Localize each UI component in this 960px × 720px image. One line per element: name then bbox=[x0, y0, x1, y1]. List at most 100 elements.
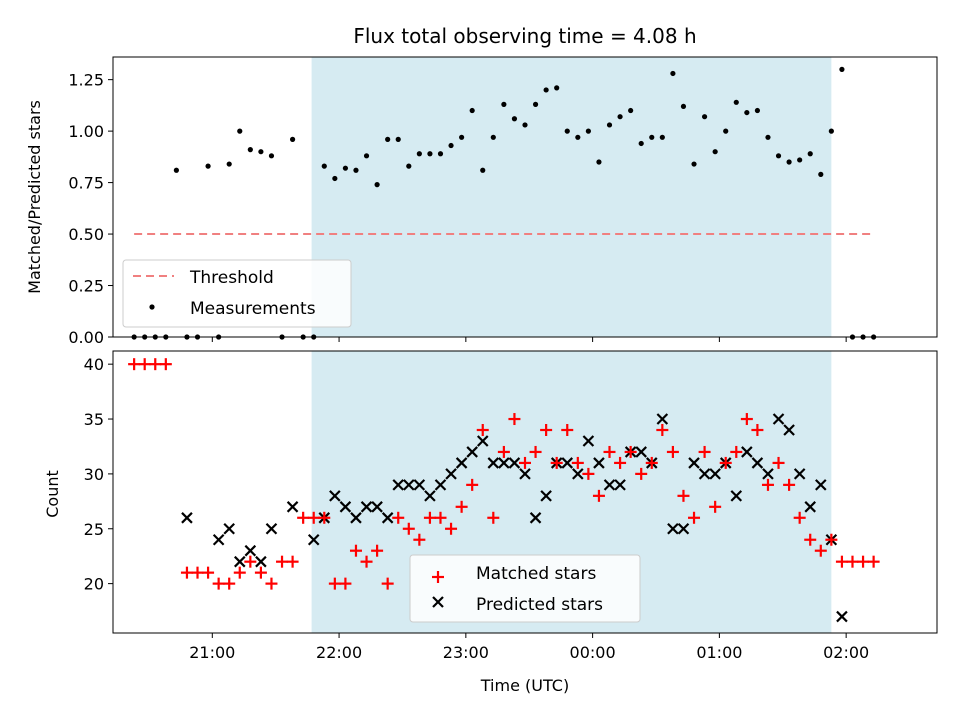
measurement-point bbox=[321, 163, 327, 169]
measurement-point bbox=[237, 128, 243, 134]
top-y-tick-label: 0.50 bbox=[68, 225, 104, 244]
predicted-stars-point bbox=[339, 501, 352, 513]
predicted-stars-point bbox=[572, 468, 584, 480]
top-legend: Threshold Measurements bbox=[122, 259, 352, 328]
predicted-stars-point bbox=[804, 501, 817, 513]
predicted-stars-point bbox=[815, 479, 827, 491]
matched-stars-point bbox=[561, 424, 574, 437]
predicted-stars-point bbox=[403, 479, 415, 491]
predicted-stars-point bbox=[603, 479, 616, 491]
predicted-stars-point bbox=[265, 522, 278, 535]
matched-stars-point bbox=[413, 533, 426, 546]
measurement-point bbox=[638, 140, 644, 147]
matched-stars-point bbox=[635, 467, 648, 480]
measurement-point bbox=[617, 114, 623, 120]
matched-stars-point bbox=[730, 445, 743, 458]
matched-stars-point bbox=[286, 555, 299, 568]
legend-measurements-swatch bbox=[149, 304, 155, 310]
measurement-point bbox=[406, 163, 412, 169]
predicted-stars-point bbox=[350, 512, 362, 524]
matched-stars-point bbox=[740, 413, 753, 426]
measurement-point bbox=[585, 128, 591, 134]
matched-stars-point bbox=[318, 511, 331, 524]
measurement-point bbox=[807, 151, 813, 157]
predicted-stars-point bbox=[371, 501, 383, 513]
measurement-point bbox=[289, 136, 296, 142]
bottom-x-tick-label: 23:00 bbox=[443, 643, 489, 662]
predicted-stars-point bbox=[519, 468, 531, 480]
measurement-point bbox=[511, 116, 518, 122]
measurement-point bbox=[173, 167, 179, 173]
predicted-stars-point bbox=[424, 490, 436, 502]
matched-stars-point bbox=[793, 511, 806, 524]
matched-stars-point bbox=[349, 544, 362, 557]
measurement-point bbox=[385, 136, 391, 142]
predicted-stars-point bbox=[793, 468, 806, 480]
bottom-x-tick-label: 02:00 bbox=[823, 643, 869, 662]
matched-stars-point bbox=[360, 555, 373, 568]
legend-predicted-label: Predicted stars bbox=[476, 595, 603, 615]
bottom-x-tick-label: 00:00 bbox=[570, 643, 616, 662]
predicted-stars-point bbox=[434, 479, 447, 491]
predicted-stars-point bbox=[772, 413, 785, 425]
top-panel: 0.00 0.25 0.50 0.75 1.00 1.25 Flux total obse… bbox=[25, 24, 938, 347]
measurement-point bbox=[649, 134, 655, 140]
bottom-x-tick-label: 21:00 bbox=[189, 643, 235, 662]
matched-stars-point bbox=[719, 456, 732, 469]
bottom-y-tick-label: 35 bbox=[84, 410, 104, 429]
predicted-stars-point bbox=[445, 468, 457, 480]
matched-stars-point bbox=[297, 511, 310, 524]
x-axis-label: Time (UTC) bbox=[480, 676, 569, 695]
measurement-point bbox=[733, 99, 739, 105]
matched-stars-point bbox=[592, 489, 605, 502]
measurement-point bbox=[554, 85, 560, 91]
matched-stars-point bbox=[466, 478, 479, 491]
bottom-plot-frame bbox=[112, 350, 938, 634]
matched-stars-point bbox=[223, 577, 236, 590]
measurement-point bbox=[564, 128, 570, 134]
predicted-stars-point bbox=[540, 490, 552, 502]
measurement-point bbox=[754, 107, 761, 114]
matched-stars-point bbox=[783, 478, 796, 491]
predicted-stars-point bbox=[529, 512, 542, 524]
top-observing-span bbox=[311, 57, 832, 337]
measurement-point bbox=[606, 122, 613, 128]
count-points bbox=[128, 358, 880, 623]
measurement-point bbox=[448, 142, 454, 149]
measurement-point bbox=[416, 151, 422, 157]
matched-stars-point bbox=[709, 500, 722, 513]
bottom-y-ticks: 20 25 30 35 40 bbox=[84, 355, 113, 594]
measurement-point bbox=[712, 149, 718, 155]
predicted-stars-point bbox=[508, 457, 521, 469]
matched-stars-point bbox=[645, 456, 658, 469]
matched-stars-point bbox=[307, 511, 320, 524]
matched-stars-point bbox=[550, 456, 563, 469]
predicted-stars-point bbox=[498, 457, 510, 469]
top-y-tick-label: 0.25 bbox=[68, 277, 104, 296]
predicted-stars-point bbox=[476, 435, 489, 447]
matched-stars-point bbox=[254, 566, 267, 579]
matched-stars-point bbox=[698, 445, 711, 458]
top-y-tick-label: 1.25 bbox=[68, 71, 104, 90]
predicted-stars-point bbox=[455, 457, 468, 469]
predicted-stars-point bbox=[698, 468, 711, 480]
matched-stars-point bbox=[867, 555, 880, 568]
matched-stars-point bbox=[603, 445, 616, 458]
legend-matched-label: Matched stars bbox=[476, 564, 596, 584]
bottom-panel: 20 25 30 35 40 21:00 22:00 23:00 00:00 01:00 02:0… bbox=[43, 350, 938, 695]
bottom-legend: Matched stars Predicted stars bbox=[409, 554, 641, 623]
predicted-stars-point bbox=[286, 501, 299, 513]
measurement-point bbox=[522, 122, 528, 128]
predicted-stars-point bbox=[181, 512, 193, 524]
matched-stars-point bbox=[381, 577, 394, 590]
matched-stars-point bbox=[804, 533, 817, 546]
bottom-x-ticks: 21:00 22:00 23:00 00:00 01:00 02:00 bbox=[189, 633, 869, 662]
predicted-stars-point bbox=[381, 512, 394, 524]
measurement-point bbox=[659, 134, 665, 140]
matched-stars-point bbox=[624, 445, 637, 458]
matched-stars-point bbox=[614, 456, 627, 469]
measurement-point bbox=[765, 134, 771, 140]
measurement-point bbox=[723, 128, 729, 134]
matched-stars-point bbox=[244, 555, 257, 568]
predicted-stars-point bbox=[667, 522, 679, 535]
